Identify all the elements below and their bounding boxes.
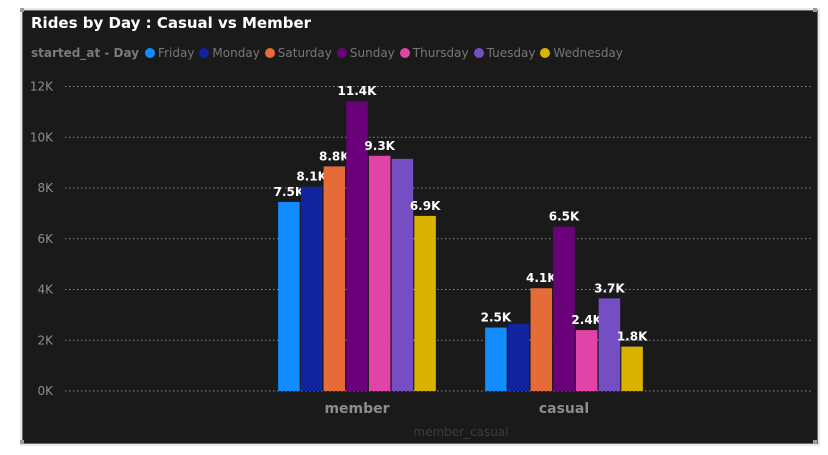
bar-chart-plot: 0K 2K 4K 6K 8K 10K 12K 7.5K8.1K 8.8K 11.4K 9.3K 6.9… [30,80,813,439]
bar-casual-saturday [530,288,553,391]
data-label: 7.5K [274,185,305,199]
data-label: 4.1K [526,271,557,285]
resize-handle-top-left[interactable] [20,8,24,12]
legend-label: Saturday [277,46,332,60]
legend-item-tuesday[interactable]: Tuesday [473,46,536,60]
legend-item-monday[interactable]: Monday [199,46,260,60]
bar-casual-tuesday [598,298,621,391]
bar-casual-monday [507,323,530,391]
bar-casual-wednesday [621,346,643,391]
legend: started_at - Day Friday Monday Saturday Sun… [31,45,628,61]
legend-marker [145,48,156,58]
data-label: 6.9K [410,199,441,213]
legend-label: Wednesday [553,46,623,60]
data-label: 1.8K [617,330,648,344]
legend-item-wednesday[interactable]: Wednesday [540,46,623,60]
bar-member-friday [278,201,300,391]
legend-label: Tuesday [486,46,536,60]
bar-member-wednesday [414,215,436,391]
legend-item-sunday[interactable]: Sunday [336,46,395,60]
bar-casual-friday [485,327,507,391]
y-tick-label: 10K [30,130,54,144]
legend-marker [199,48,210,58]
y-tick-label: 12K [30,80,54,94]
x-tick-label: member [324,401,389,417]
legend-marker [540,48,551,58]
y-tick-label: 8K [37,181,54,195]
data-label: 8.1K [296,170,327,184]
legend-label: Friday [158,46,195,60]
x-axis-title: member_casual [413,425,508,439]
data-label: 2.4K [571,313,602,327]
legend-item-saturday[interactable]: Saturday [264,46,332,60]
resize-handle-bottom-right[interactable] [813,440,817,444]
x-tick-label: casual [539,401,589,417]
legend-item-friday[interactable]: Friday [145,46,194,60]
legend-marker [473,48,484,58]
resize-handle-bottom-left[interactable] [20,440,24,444]
bar-member-thursday [368,155,391,391]
legend-label: Monday [212,46,260,60]
y-tick-label: 6K [37,232,54,246]
legend-title: started_at - Day [31,46,140,60]
y-tick-label: 4K [37,283,54,297]
data-label: 2.5K [481,311,512,325]
y-tick-label: 0K [37,384,54,398]
chart-title: Rides by Day : Casual vs Member [31,14,312,32]
bar-member-tuesday [391,158,414,391]
data-label: 6.5K [549,210,580,224]
legend-label: Thursday [412,46,469,60]
legend-item-thursday[interactable]: Thursday [399,46,469,60]
bar-member-saturday [323,166,346,391]
legend-marker [399,48,410,58]
y-tick-label: 2K [37,333,54,347]
data-label: 3.7K [594,281,625,295]
chart-visual[interactable]: Rides by Day : Casual vs Member started_… [22,10,818,444]
data-label: 11.4K [338,84,378,98]
bar-member-sunday [346,101,368,391]
bar-member-monday [300,186,323,391]
data-label: 8.8K [319,149,350,163]
resize-handle-top-right[interactable] [813,8,817,12]
legend-label: Sunday [349,46,395,60]
legend-marker [264,48,275,58]
bar-casual-thursday [575,330,598,391]
bar-casual-sunday [553,226,575,391]
data-label: 9.3K [364,139,395,153]
legend-marker [336,48,347,58]
